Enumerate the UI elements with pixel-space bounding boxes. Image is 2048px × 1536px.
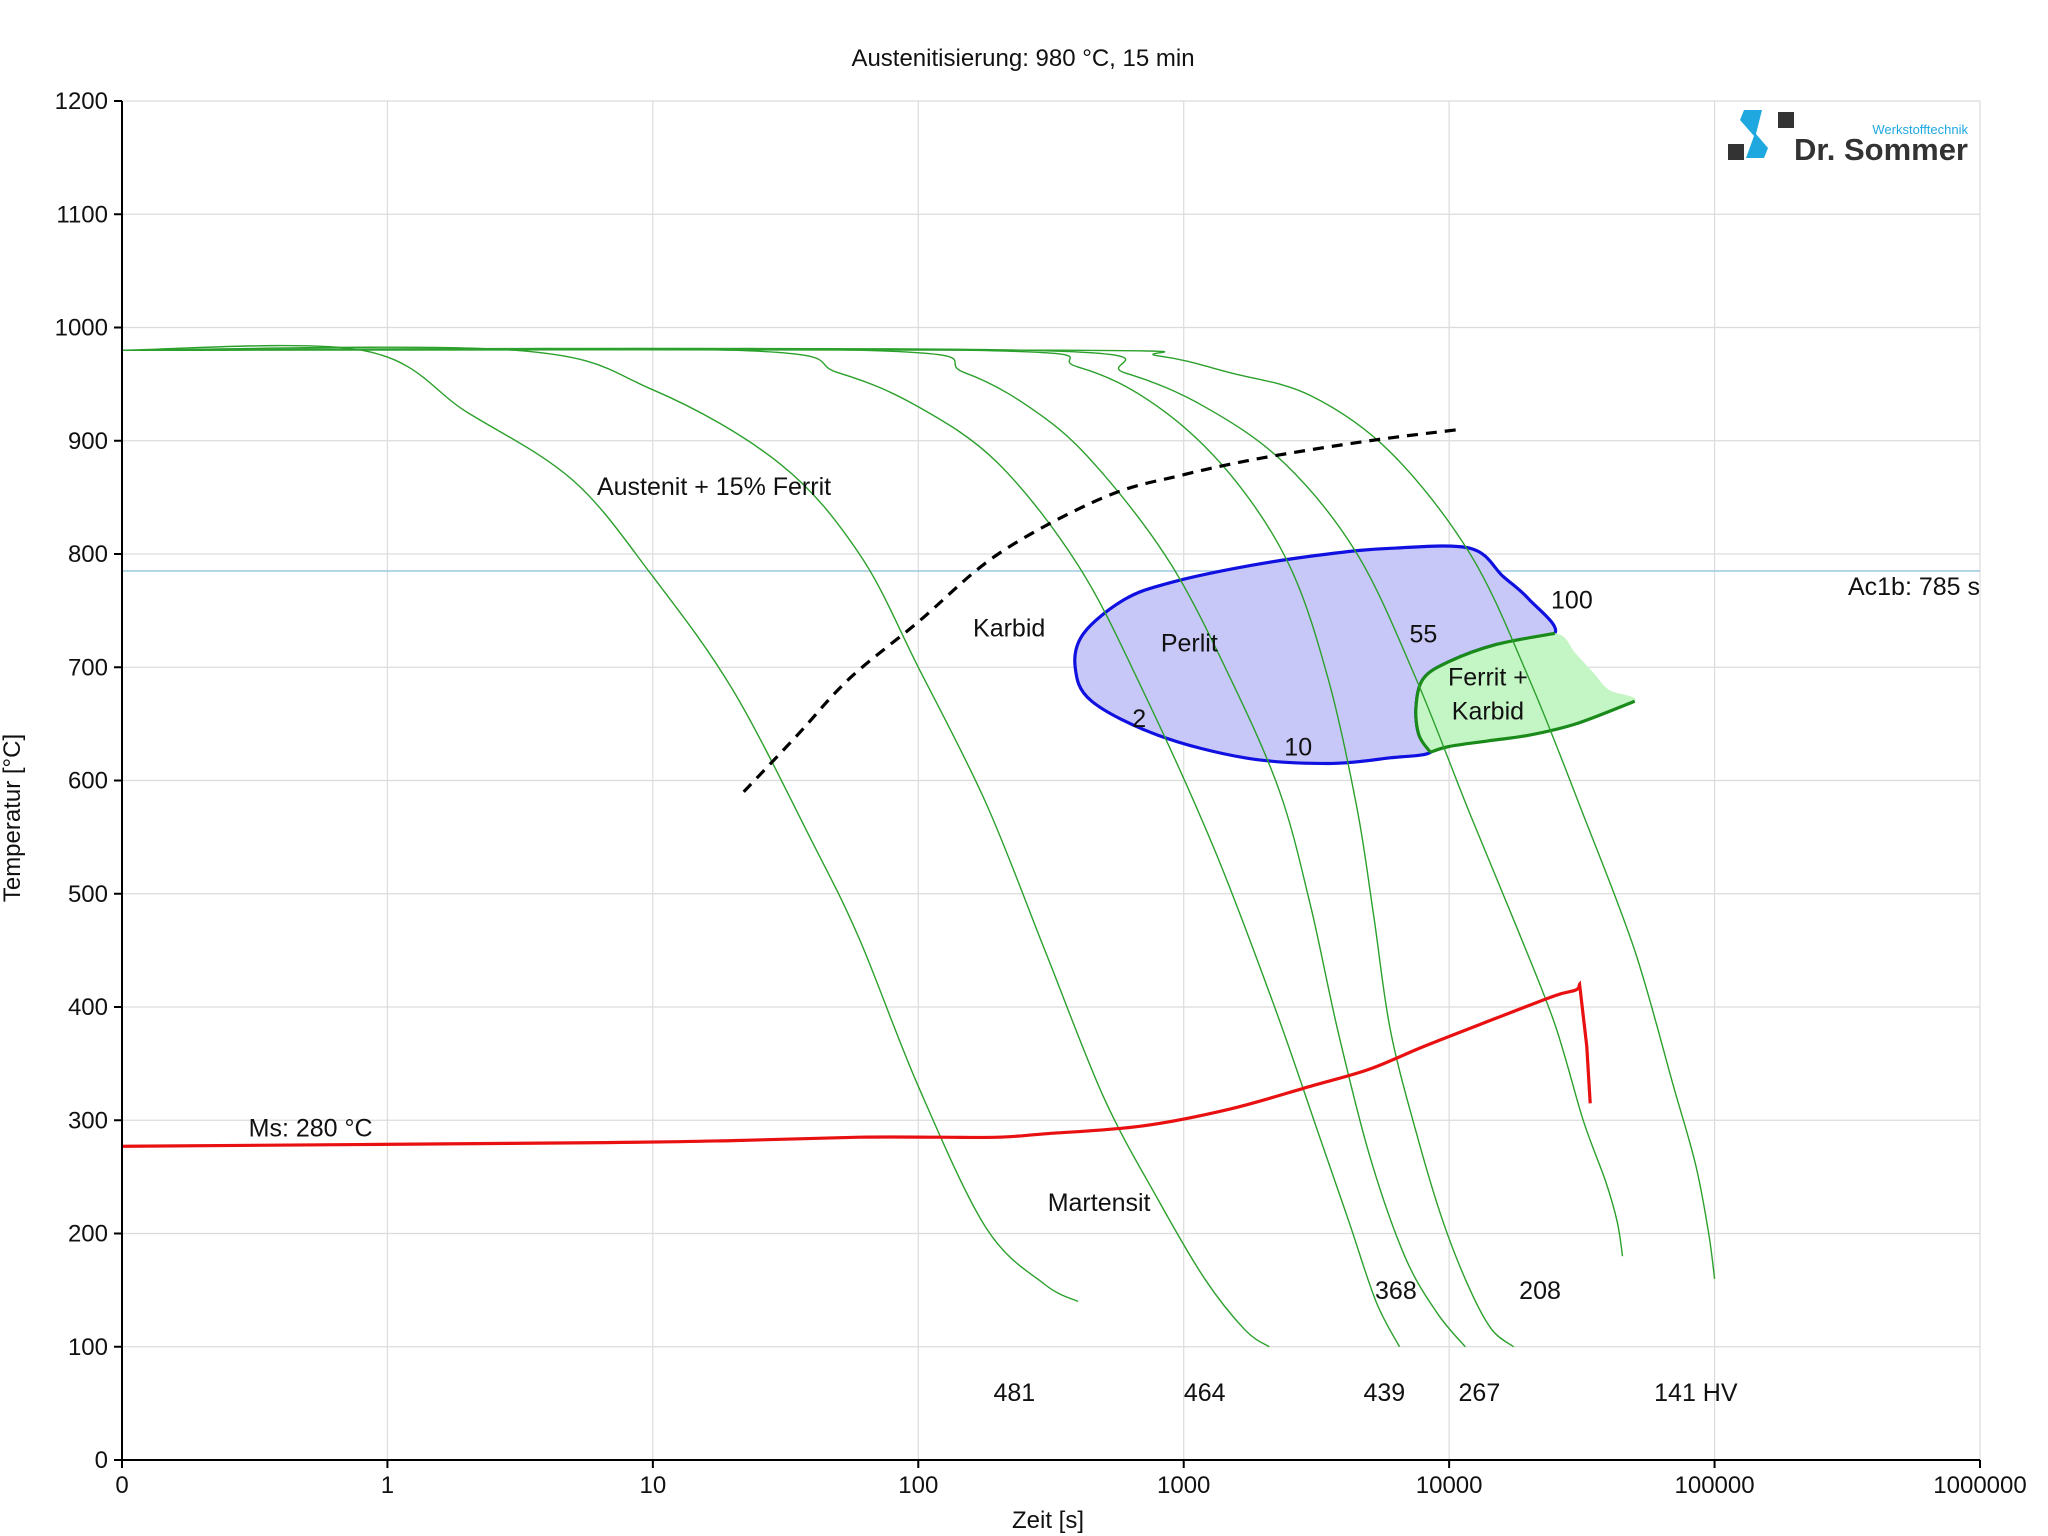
y-tick-label: 500 [68,881,108,908]
logo-square-dark-1 [1728,144,1744,160]
ferrit-karbid-upper-edge [1414,631,1556,754]
logo-square-dark-2 [1778,112,1794,128]
hardness-label: 481 [993,1379,1035,1407]
region-label: Martensit [1048,1189,1151,1217]
percent-label: 2 [1132,705,1146,733]
transformation-regions [1073,544,1636,766]
ms-line [121,980,1592,1148]
region-label: Austenit + 15% Ferrit [597,473,831,501]
cooling-curve-1 [121,344,1079,1303]
y-tick-label: 300 [68,1107,108,1134]
y-tick-label: 1200 [55,88,108,115]
annotation-labels: Austenit + 15% Ferrit Karbid Perlit Ferrit … [249,473,1980,1407]
ac1b-label: Ac1b: 785 s [1848,573,1980,601]
ferrit-karbid-region-fill [1415,633,1636,753]
hardness-label: 464 [1184,1379,1226,1407]
y-tick-label: 100 [68,1334,108,1361]
axes: 0 1 10 100 1000 10000 100000 1000000 0 100 200 300 4… [55,88,2027,1499]
ferrit-karbid-lower-edge [1429,699,1636,754]
logo-blue-s-shape [1740,110,1768,158]
y-tick-label: 600 [68,768,108,795]
y-tick-label: 800 [68,541,108,568]
x-tick-label: 0 [115,1472,128,1499]
ms-label: Ms: 280 °C [249,1114,373,1142]
y-tick-label: 900 [68,428,108,455]
start-curve [742,427,1461,793]
x-tick-label: 100000 [1675,1472,1755,1499]
cooling-curve-3 [121,347,1401,1348]
y-tick-label: 200 [68,1221,108,1248]
x-axis-title: Zeit [s] [1012,1507,1084,1534]
y-tick-label: 0 [95,1447,108,1474]
cooling-curves [121,344,1716,1348]
logo-tagline: Werkstofftechnik [1872,122,1968,137]
transformation-start-curve [742,427,1461,793]
ms-curve [121,980,1592,1148]
grid-lines [122,100,1981,1460]
chart-title: Austenitisierung: 980 °C, 15 min [851,45,1194,72]
dr-sommer-logo: Werkstofftechnik Dr. Sommer [1728,110,1968,167]
x-tick-label: 1000 [1157,1472,1210,1499]
x-tick-label: 10 [640,1472,667,1499]
region-label: Ferrit + [1448,663,1528,691]
region-label: Karbid [973,615,1045,643]
x-tick-label: 10000 [1416,1472,1483,1499]
y-tick-label: 700 [68,654,108,681]
y-tick-label: 400 [68,994,108,1021]
cooling-curve-7 [121,349,1716,1279]
hardness-label: 208 [1519,1277,1561,1305]
hardness-label: 267 [1459,1379,1501,1407]
hardness-label: 439 [1363,1379,1405,1407]
percent-label: 55 [1410,620,1438,648]
y-tick-label: 1100 [56,201,108,228]
region-label: Perlit [1161,629,1218,657]
y-tick-label: 1000 [55,315,108,342]
x-tick-label: 1 [381,1472,394,1499]
y-axis-title: Temperatur [°C] [0,734,26,902]
cooling-curve-2 [121,346,1270,1348]
x-tick-label: 100 [898,1472,938,1499]
hardness-label: 368 [1375,1277,1417,1305]
percent-label: 10 [1284,734,1312,762]
x-tick-label: 1000000 [1933,1472,2026,1499]
logo-brand: Dr. Sommer [1794,132,1968,167]
perlit-region [1073,544,1558,766]
region-label: Karbid [1452,697,1524,725]
hardness-label: 141 HV [1654,1379,1738,1407]
percent-label: 100 [1551,586,1593,614]
